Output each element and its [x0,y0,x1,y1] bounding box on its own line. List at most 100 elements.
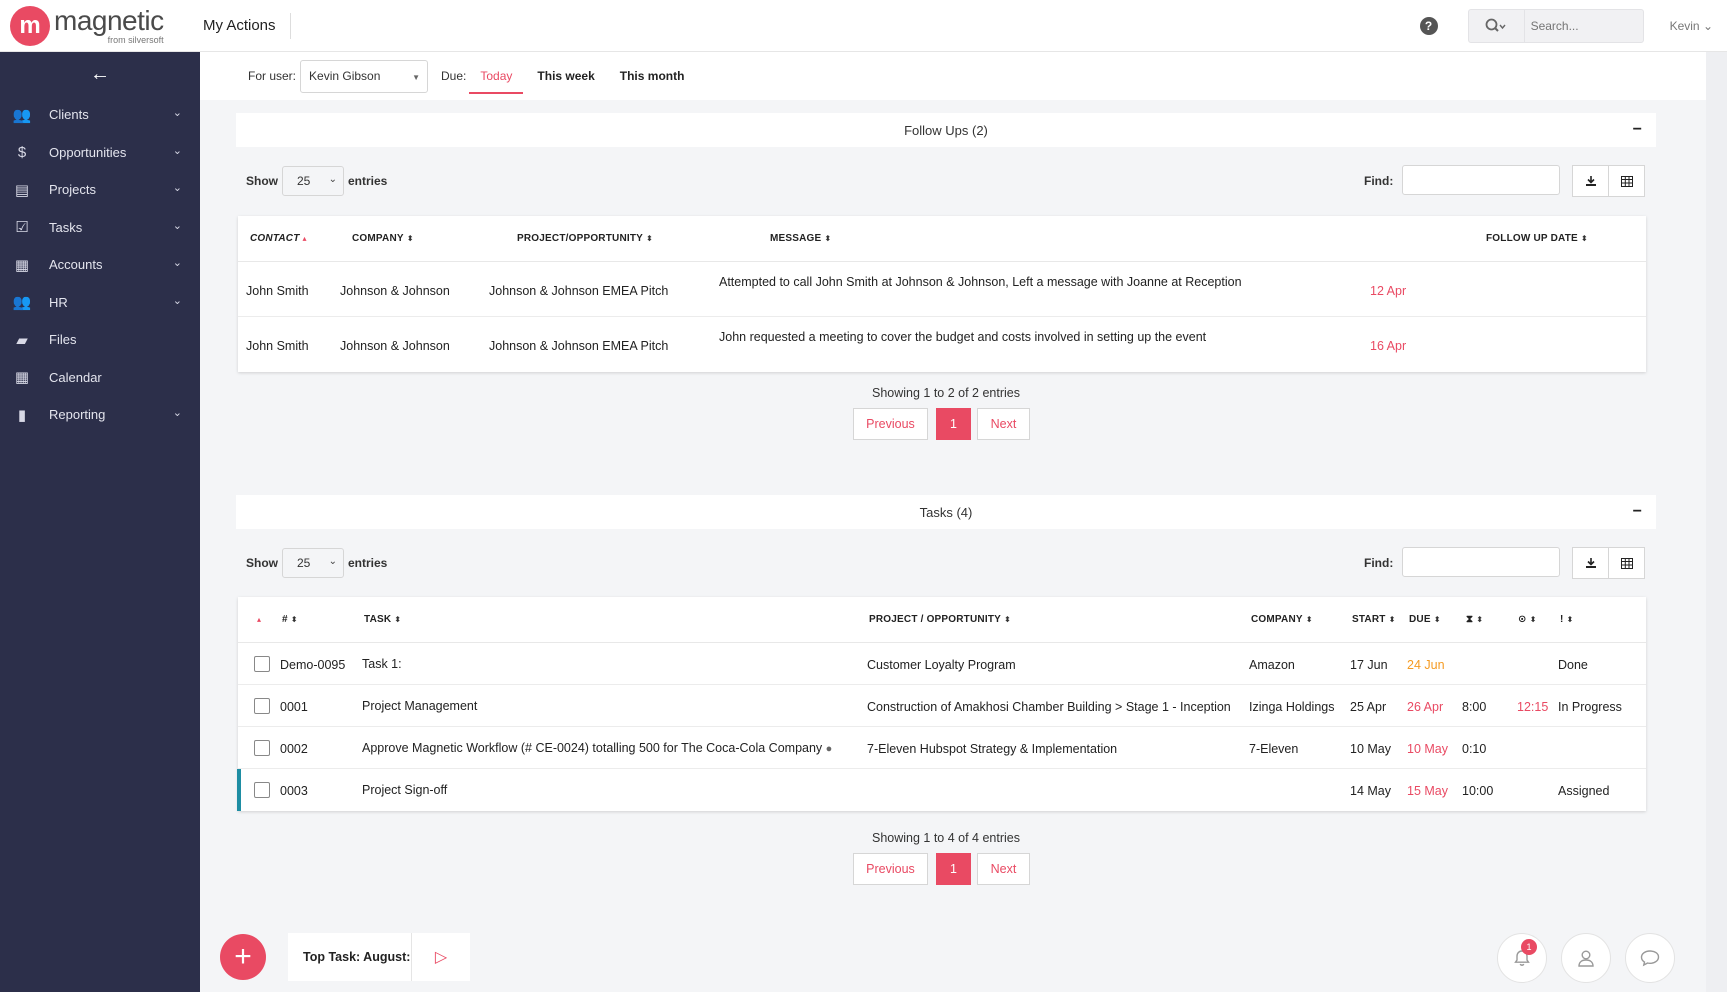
sidebar-item-clients[interactable]: 👥 Clients ⌄ [0,96,200,134]
caret-down-icon: ▼ [412,72,421,82]
contact-cell[interactable]: John Smith [246,284,309,298]
row-checkbox[interactable] [254,782,270,798]
add-button[interactable]: + [220,934,266,980]
task-name-cell[interactable]: Project Management [362,699,478,713]
due-tab-this-month[interactable]: This month [619,69,685,83]
task-name-cell[interactable]: Task 1: [362,657,402,671]
user-menu[interactable]: Kevin ⌄ [1669,19,1713,33]
start-cell: 14 May [1350,784,1391,798]
row-checkbox[interactable] [254,698,270,714]
col-message[interactable]: MESSAGE ⬍ [770,233,832,244]
search-input[interactable] [1524,19,1643,33]
collapse-followups-button[interactable]: − [1632,121,1642,138]
col-status[interactable]: ! ⬍ [1560,614,1574,625]
task-id-cell[interactable]: Demo-0095 [280,658,346,672]
sidebar-item-hr[interactable]: 👥 HR ⌄ [0,284,200,322]
app-logo[interactable]: m magnetic from silversoft [0,0,200,52]
chevron-down-icon[interactable]: ⌄ [172,182,182,194]
company-cell[interactable]: Johnson & Johnson [340,284,450,298]
row-checkbox[interactable] [254,656,270,672]
sidebar-item-reporting[interactable]: ▮ Reporting ⌄ [0,396,200,434]
table-row[interactable]: 0002 Approve Magnetic Workflow (# CE-0024… [238,727,1646,769]
company-cell[interactable]: Amazon [1249,658,1295,672]
task-id-cell[interactable]: 0002 [280,742,308,756]
table-row[interactable]: John Smith Johnson & Johnson Johnson & Joh… [238,317,1646,372]
next-button[interactable]: Next [977,408,1030,440]
sidebar-item-files[interactable]: ▰ Files [0,321,200,359]
col-start[interactable]: START ⬍ [1352,614,1396,625]
chevron-down-icon[interactable]: ⌄ [172,107,182,119]
task-id-cell[interactable]: 0001 [280,700,308,714]
col-estimate[interactable]: ⧗ ⬍ [1466,614,1484,625]
columns-button[interactable] [1608,547,1645,579]
page-length-select[interactable]: 25 ⌄ [282,166,344,196]
table-row[interactable]: 0001 Project Management Construction of Am… [238,685,1646,727]
col-due[interactable]: DUE ⬍ [1409,614,1441,625]
profile-button[interactable] [1561,933,1611,983]
chevron-down-icon[interactable]: ⌄ [172,144,182,157]
download-button[interactable] [1572,165,1609,197]
contact-cell[interactable]: John Smith [246,339,309,353]
task-id-cell[interactable]: 0003 [280,784,308,798]
chevron-down-icon[interactable]: ⌄ [172,257,182,269]
project-cell[interactable]: Johnson & Johnson EMEA Pitch [489,284,669,298]
previous-button[interactable]: Previous [853,408,928,440]
chevron-down-icon[interactable]: ⌄ [172,294,182,307]
table-row[interactable]: John Smith Johnson & Johnson Johnson & Joh… [238,262,1646,317]
download-icon [1585,558,1596,568]
col-contact[interactable]: CONTACT ▴ [250,233,307,244]
due-tab-today[interactable]: Today [469,52,524,100]
table-row[interactable]: 0003 Project Sign-off 14 May 15 May 10:00 Ass… [237,769,1646,811]
page-1-button[interactable]: 1 [936,853,971,885]
chat-button[interactable] [1625,933,1675,983]
due-tab-this-week[interactable]: This week [537,69,595,83]
previous-button[interactable]: Previous [853,853,928,885]
page-1-button[interactable]: 1 [936,408,971,440]
sidebar-item-opportunities[interactable]: $ Opportunities ⌄ [0,134,200,172]
project-cell[interactable]: Construction of Amakhosi Chamber Buildin… [867,700,1231,714]
sidebar-item-label: Files [49,332,77,348]
sidebar-item-accounts[interactable]: ▦ Accounts ⌄ [0,246,200,284]
columns-button[interactable] [1608,165,1645,197]
play-icon[interactable]: ▷ [434,949,448,966]
col-id[interactable]: # ⬍ [282,614,298,625]
user-select[interactable]: Kevin Gibson ▼ [300,59,429,93]
table-row[interactable]: Demo-0095 Task 1: Customer Loyalty Program… [238,643,1646,685]
sidebar-item-calendar[interactable]: ▦ Calendar [0,359,200,397]
col-project[interactable]: PROJECT / OPPORTUNITY ⬍ [869,614,1011,625]
project-cell[interactable]: 7-Eleven Hubspot Strategy & Implementati… [867,742,1118,756]
col-select[interactable]: ▴ [257,615,262,624]
chevron-down-icon[interactable]: ⌄ [172,407,182,419]
col-task[interactable]: TASK ⬍ [364,614,402,625]
collapse-sidebar-icon[interactable]: ← [90,62,110,85]
sidebar-item-tasks[interactable]: ☑ Tasks ⌄ [0,209,200,247]
company-cell[interactable]: 7-Eleven [1249,742,1299,756]
sidebar-item-projects[interactable]: ▤ Projects ⌄ [0,171,200,209]
project-cell[interactable]: Johnson & Johnson EMEA Pitch [489,339,669,353]
col-project[interactable]: PROJECT/OPPORTUNITY ⬍ [517,233,653,244]
sidebar-item-label: HR [49,294,68,310]
notifications-button[interactable]: 1 [1497,933,1547,983]
col-time-spent[interactable]: ⊙ ⬍ [1518,614,1537,625]
due-cell: 26 Apr [1407,700,1444,714]
clock-icon: ⊙ [1518,614,1527,625]
comment-icon[interactable]: ● [825,743,833,755]
col-followup-date[interactable]: FOLLOW UP DATE ⬍ [1486,233,1588,244]
page-length-select[interactable]: 25 ⌄ [282,548,344,578]
download-button[interactable] [1572,547,1609,579]
collapse-tasks-button[interactable]: − [1632,503,1642,520]
task-name-cell[interactable]: Approve Magnetic Workflow (# CE-0024) to… [362,741,833,755]
task-name-cell[interactable]: Project Sign-off [362,783,448,797]
project-cell[interactable]: Customer Loyalty Program [867,658,1016,672]
chevron-down-icon[interactable]: ⌄ [172,219,182,232]
find-input[interactable] [1402,547,1560,577]
search-icon[interactable] [1469,10,1525,42]
find-input[interactable] [1402,165,1560,195]
company-cell[interactable]: Izinga Holdings [1249,700,1335,714]
col-company[interactable]: COMPANY ⬍ [352,233,414,244]
row-checkbox[interactable] [254,740,270,756]
company-cell[interactable]: Johnson & Johnson [340,339,450,353]
help-icon[interactable]: ? [1419,17,1438,35]
next-button[interactable]: Next [977,853,1030,885]
col-company[interactable]: COMPANY ⬍ [1251,614,1313,625]
